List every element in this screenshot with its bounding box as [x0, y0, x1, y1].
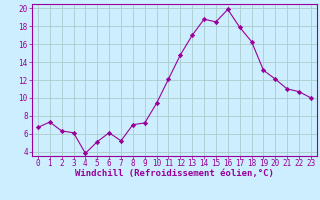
X-axis label: Windchill (Refroidissement éolien,°C): Windchill (Refroidissement éolien,°C): [75, 169, 274, 178]
